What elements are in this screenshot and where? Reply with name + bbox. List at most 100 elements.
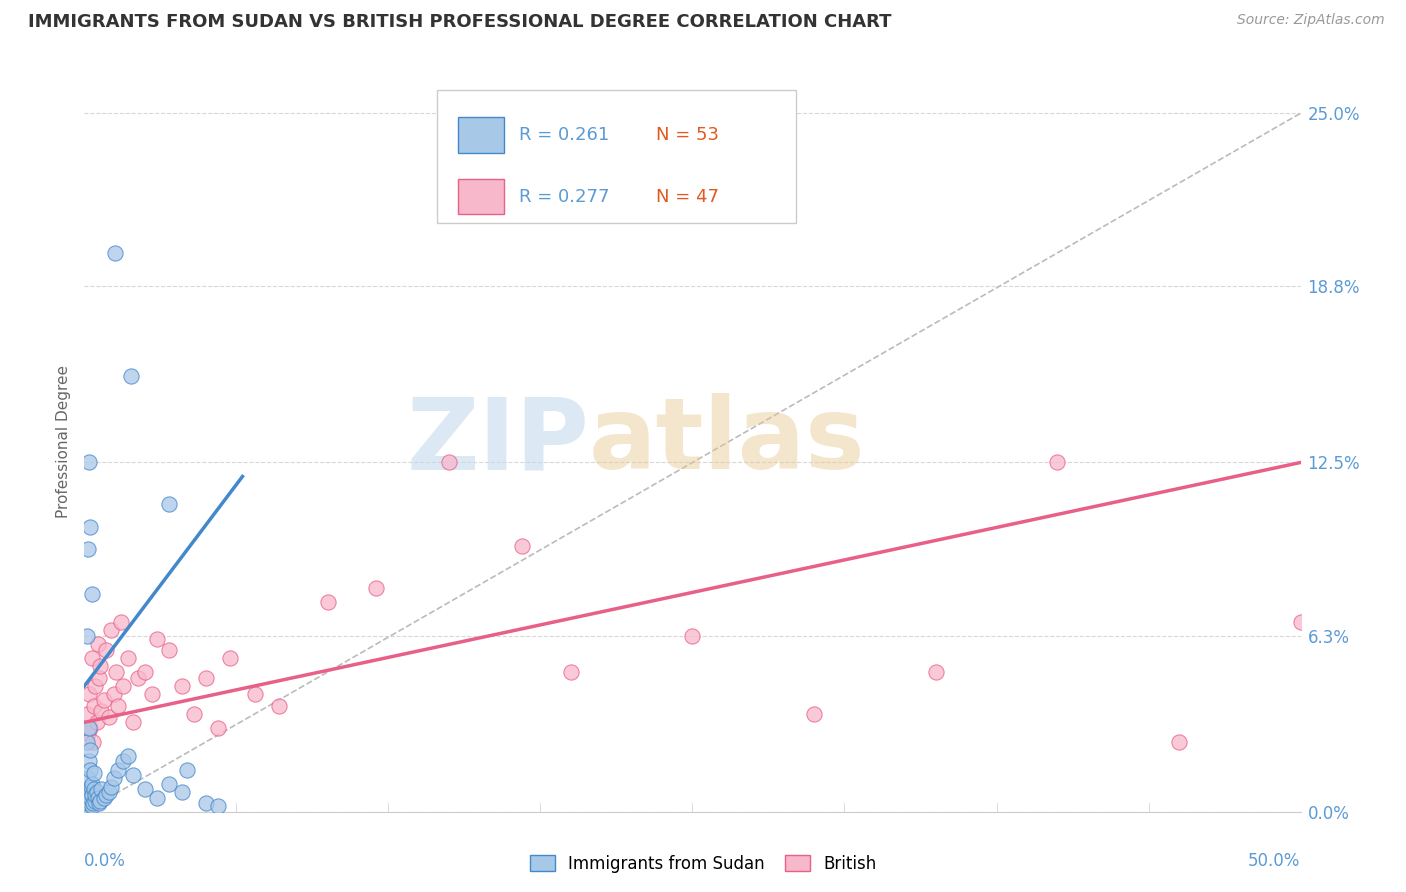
Point — [100, 623, 122, 637]
Point — [97, 785, 120, 799]
Point — [107, 698, 129, 713]
Point — [87, 790, 110, 805]
Point — [84, 788, 107, 802]
Point — [83, 782, 105, 797]
Point — [84, 679, 107, 693]
Point — [89, 659, 111, 673]
Text: 50.0%: 50.0% — [1249, 853, 1301, 871]
Point — [243, 687, 266, 701]
Point — [1046, 455, 1069, 469]
Point — [76, 706, 98, 721]
Point — [93, 693, 115, 707]
Point — [76, 735, 98, 749]
Point — [87, 671, 110, 685]
Point — [77, 721, 100, 735]
Point — [104, 665, 127, 679]
Bar — [458, 179, 503, 214]
Point — [79, 785, 101, 799]
Point — [134, 782, 156, 797]
Point — [79, 763, 101, 777]
Point — [90, 782, 112, 797]
Point — [96, 788, 118, 802]
Point — [77, 542, 100, 557]
FancyBboxPatch shape — [437, 90, 796, 223]
Point — [76, 782, 98, 797]
Point — [77, 755, 100, 769]
Point — [77, 788, 100, 802]
Point — [86, 715, 108, 730]
Point — [176, 763, 198, 777]
Point — [77, 771, 100, 785]
Point — [170, 785, 193, 799]
Point — [510, 539, 533, 553]
Point — [103, 771, 125, 785]
Point — [219, 651, 242, 665]
Point — [439, 455, 461, 469]
Point — [120, 368, 142, 383]
Point — [79, 743, 101, 757]
Point — [112, 679, 135, 693]
Point — [87, 637, 110, 651]
Text: ZIP: ZIP — [406, 393, 589, 490]
Point — [77, 793, 100, 807]
Point — [146, 632, 169, 646]
Point — [79, 721, 101, 735]
Point — [1289, 615, 1312, 629]
Point — [75, 799, 97, 814]
Point — [159, 642, 181, 657]
Point — [82, 788, 104, 802]
Point — [80, 780, 103, 794]
Point — [82, 735, 104, 749]
Point — [79, 520, 101, 534]
Point — [83, 765, 105, 780]
Text: IMMIGRANTS FROM SUDAN VS BRITISH PROFESSIONAL DEGREE CORRELATION CHART: IMMIGRANTS FROM SUDAN VS BRITISH PROFESS… — [28, 13, 891, 31]
Point — [87, 797, 110, 811]
Point — [79, 790, 101, 805]
Text: N = 53: N = 53 — [657, 126, 718, 145]
Point — [76, 802, 98, 816]
Text: atlas: atlas — [589, 393, 866, 490]
Point — [103, 687, 125, 701]
Point — [80, 799, 103, 814]
Point — [183, 706, 205, 721]
Point — [77, 455, 100, 469]
Text: N = 47: N = 47 — [657, 188, 718, 206]
Point — [1167, 735, 1189, 749]
Point — [925, 665, 948, 679]
Y-axis label: Professional Degree: Professional Degree — [56, 365, 72, 518]
Point — [122, 768, 145, 782]
Point — [77, 687, 100, 701]
Point — [207, 799, 229, 814]
Point — [207, 721, 229, 735]
Point — [267, 698, 290, 713]
Point — [682, 629, 704, 643]
Point — [159, 497, 181, 511]
Point — [366, 581, 388, 595]
Point — [104, 246, 127, 260]
Point — [90, 704, 112, 718]
Point — [86, 785, 108, 799]
Bar — [458, 118, 503, 153]
Point — [146, 790, 169, 805]
Point — [77, 797, 100, 811]
Point — [89, 793, 111, 807]
Text: 0.0%: 0.0% — [84, 853, 127, 871]
Point — [803, 706, 825, 721]
Point — [195, 797, 218, 811]
Point — [76, 629, 98, 643]
Point — [195, 671, 218, 685]
Point — [134, 665, 156, 679]
Point — [83, 698, 105, 713]
Point — [117, 748, 139, 763]
Point — [77, 726, 100, 740]
Point — [110, 615, 132, 629]
Point — [80, 777, 103, 791]
Point — [127, 671, 149, 685]
Text: Source: ZipAtlas.com: Source: ZipAtlas.com — [1237, 13, 1385, 28]
Point — [93, 790, 115, 805]
Point — [107, 763, 129, 777]
Point — [117, 651, 139, 665]
Point — [82, 797, 104, 811]
Point — [75, 790, 97, 805]
Point — [80, 587, 103, 601]
